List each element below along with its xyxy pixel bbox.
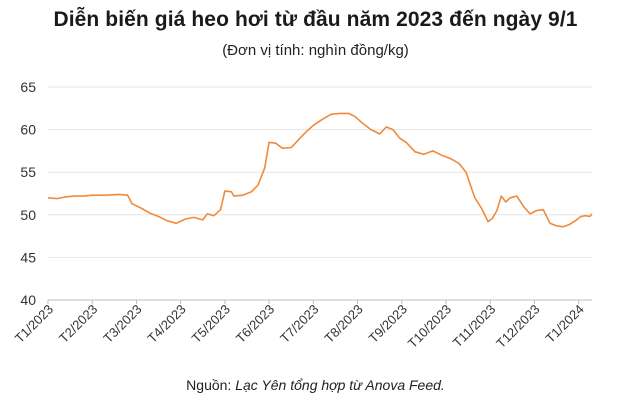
x-tick-label: T2/2023: [56, 302, 100, 346]
x-tick-label: T5/2023: [189, 302, 233, 346]
x-tick-label: T8/2023: [321, 302, 365, 346]
x-tick-label: T3/2023: [100, 302, 144, 346]
x-axis-tick-labels: T1/2023 T2/2023 T3/2023 T4/2023 T5/2023 T6/20…: [12, 300, 587, 351]
y-tick-label: 40: [20, 292, 36, 308]
x-tick-label: T11/2023: [450, 302, 499, 351]
x-tick-label: T7/2023: [277, 302, 321, 346]
x-tick-label: T4/2023: [144, 302, 188, 346]
source-text: Lạc Yên tổng hợp từ Anova Feed.: [235, 377, 445, 393]
y-tick-label: 65: [20, 79, 36, 95]
chart-title: Diễn biến giá heo hơi từ đầu năm 2023 đế…: [53, 8, 578, 31]
y-tick-label: 60: [20, 122, 36, 138]
x-tick-label: T10/2023: [405, 302, 454, 351]
x-tick-label: T12/2023: [493, 302, 542, 351]
source-note: Nguồn: Lạc Yên tổng hợp từ Anova Feed.: [0, 377, 631, 393]
x-tick-label: T1/2023: [12, 302, 56, 346]
chart-subtitle: (Đơn vị tính: nghìn đồng/kg): [222, 42, 409, 59]
x-tick-label: T6/2023: [233, 302, 277, 346]
y-tick-label: 50: [20, 207, 36, 223]
source-prefix: Nguồn:: [186, 377, 236, 393]
x-tick-label: T1/2024: [543, 302, 587, 346]
grid-lines: [48, 86, 592, 301]
y-axis-tick-labels: 40 45 50 55 60 65: [20, 79, 36, 308]
y-tick-label: 55: [20, 164, 36, 180]
price-series-line: [47, 112, 593, 228]
y-tick-label: 45: [20, 249, 36, 265]
x-tick-label: T9/2023: [366, 302, 410, 346]
